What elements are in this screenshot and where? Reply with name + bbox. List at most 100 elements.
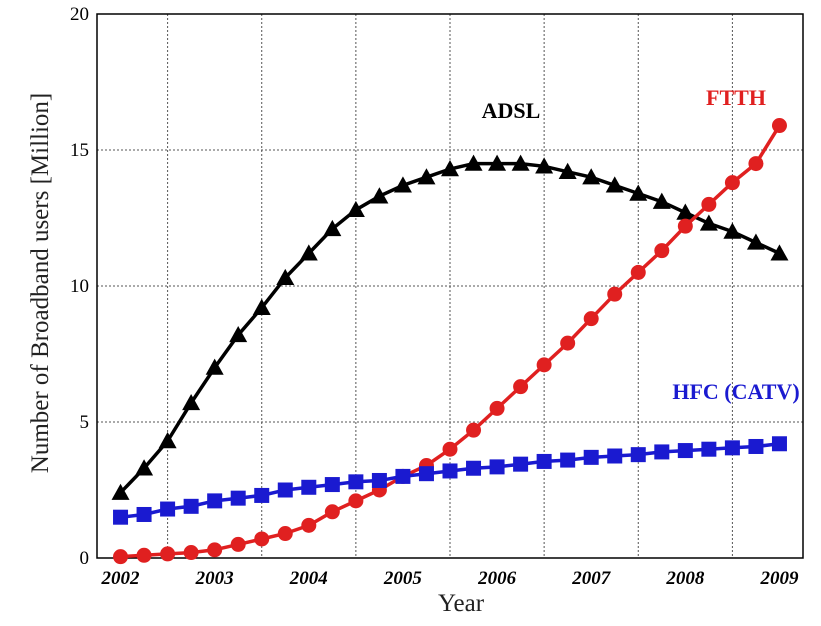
hfc-catv-point <box>230 490 246 506</box>
adsl-point <box>464 154 483 171</box>
hfc-catv-point <box>489 459 505 475</box>
hfc-catv-point <box>136 506 152 522</box>
hfc-catv-point <box>771 436 787 452</box>
hfc-catv-point <box>442 463 458 479</box>
hfc-catv-point <box>254 487 270 503</box>
y-axis-title: Number of Broadband users [Million] <box>27 93 54 473</box>
hfc-catv-point <box>560 452 576 468</box>
ftth-point <box>771 118 787 134</box>
plot-frame <box>96 13 804 559</box>
hfc-catv-point <box>701 441 717 457</box>
hfc-catv-point <box>371 472 387 488</box>
adsl-point <box>488 154 507 171</box>
adsl-point <box>723 222 742 239</box>
x-tick-label: 2005 <box>383 568 423 589</box>
hfc-catv-point <box>183 498 199 514</box>
adsl-point <box>299 244 318 261</box>
adsl-point <box>417 168 436 185</box>
hfc-series-label: HFC (CATV) <box>672 379 799 404</box>
hfc-catv-point <box>630 447 646 463</box>
hfc-catv-point <box>536 453 552 469</box>
adsl-point <box>558 162 577 179</box>
hfc-catv-point <box>583 449 599 465</box>
ftth-point <box>160 546 176 562</box>
adsl-point <box>370 187 389 204</box>
adsl-point <box>111 483 130 500</box>
adsl-point <box>346 200 365 218</box>
ftth-series <box>113 118 787 565</box>
ftth-point <box>442 441 458 457</box>
ftth-point <box>489 400 505 416</box>
adsl-series-label: ADSL <box>482 98 541 123</box>
adsl-point <box>158 432 177 449</box>
ftth-point <box>748 156 764 172</box>
x-tick-label: 2002 <box>101 568 141 589</box>
ftth-point <box>513 379 529 395</box>
adsl-point <box>511 154 530 171</box>
adsl-point <box>535 157 554 174</box>
ftth-point <box>677 218 693 234</box>
ftth-point <box>536 357 552 373</box>
hfc-catv-point <box>395 468 411 484</box>
x-tick-label: 2004 <box>289 568 328 589</box>
adsl-point <box>676 203 695 220</box>
ftth-point <box>607 286 623 302</box>
hfc-catv-point <box>466 460 482 476</box>
series-layer <box>111 118 789 565</box>
x-tick-label: 2007 <box>571 568 612 589</box>
x-tick-label: 2009 <box>759 568 799 589</box>
ftth-point <box>630 264 646 280</box>
ftth-point <box>136 547 152 563</box>
adsl-series <box>111 154 789 500</box>
adsl-point <box>746 233 765 250</box>
y-tick-label: 10 <box>70 276 89 297</box>
y-axis-ticks: 0 5 10 15 20 <box>70 4 89 569</box>
hfc-catv-point <box>677 443 693 459</box>
adsl-point <box>135 459 154 476</box>
ftth-point <box>301 517 317 533</box>
adsl-point <box>205 358 224 375</box>
y-tick-label: 0 <box>80 548 90 569</box>
x-tick-label: 2003 <box>195 568 234 589</box>
ftth-point <box>701 196 717 212</box>
adsl-point <box>652 192 671 209</box>
adsl-point <box>229 325 248 343</box>
x-tick-label: 2008 <box>665 568 705 589</box>
hfc-catv-point <box>607 448 623 464</box>
ftth-point <box>654 243 670 259</box>
adsl-point <box>323 219 342 237</box>
hfc-catv-point <box>113 509 129 525</box>
hfc-catv-point <box>301 479 317 495</box>
x-axis-ticks: 2002 2003 2004 2005 2006 2007 2008 2009 <box>101 568 799 589</box>
adsl-point <box>182 393 201 411</box>
ftth-point <box>230 536 246 552</box>
hfc-catv-point <box>160 501 176 517</box>
ftth-point <box>254 531 270 547</box>
hfc-catv-point <box>748 438 764 454</box>
y-tick-label: 20 <box>70 4 89 25</box>
adsl-point <box>770 244 789 261</box>
hfc-catv-point <box>277 482 293 498</box>
hfc-catv-point <box>724 440 740 456</box>
adsl-point <box>582 168 601 185</box>
hfc-catv-series <box>113 436 787 525</box>
ftth-point <box>207 542 223 558</box>
ftth-point <box>560 335 576 351</box>
ftth-point <box>277 526 293 542</box>
ftth-point <box>348 493 364 509</box>
adsl-point <box>393 176 412 193</box>
adsl-point <box>276 268 295 286</box>
adsl-point <box>441 160 459 177</box>
adsl-point <box>699 214 718 231</box>
ftth-point <box>583 311 599 327</box>
adsl-point <box>252 298 271 315</box>
ftth-point <box>183 545 199 561</box>
hfc-catv-point <box>654 444 670 460</box>
hfc-catv-point <box>513 456 529 472</box>
y-tick-label: 5 <box>80 412 90 433</box>
hfc-catv-point <box>348 474 364 490</box>
ftth-series-label: FTTH <box>706 85 766 110</box>
adsl-point <box>629 184 648 201</box>
